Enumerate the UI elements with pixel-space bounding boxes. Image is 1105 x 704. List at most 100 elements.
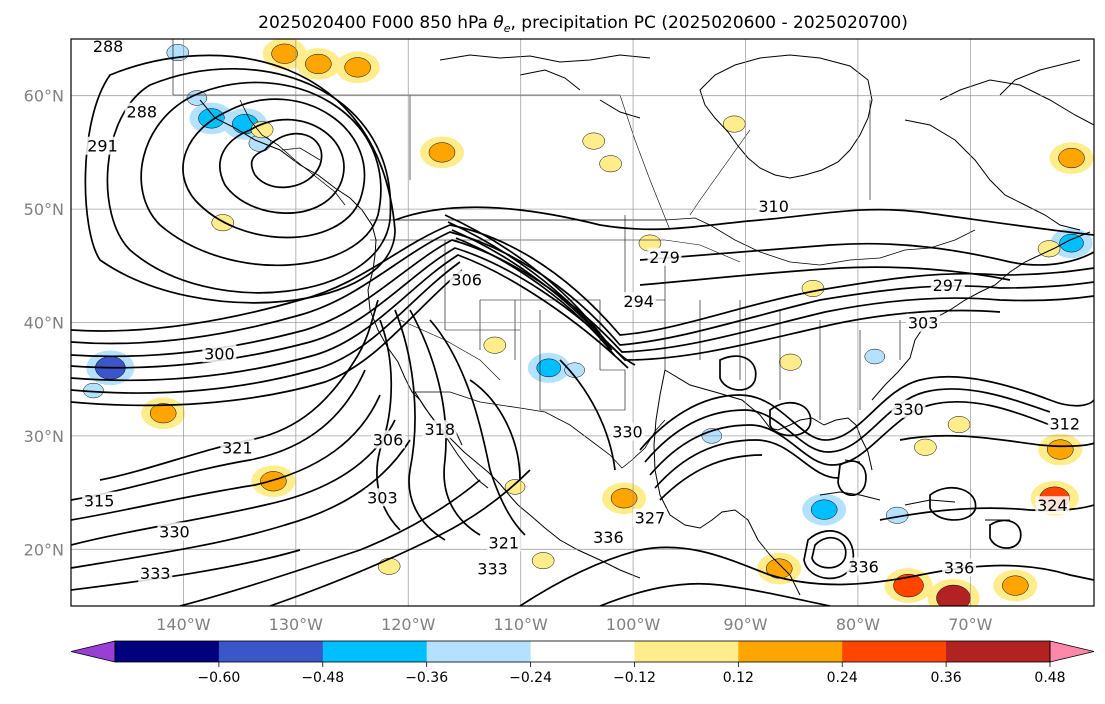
contour-label-18: 336: [944, 559, 975, 578]
contour-label-bg-10: [365, 488, 400, 507]
contour-tropic-band-1: [519, 546, 1094, 606]
contour-label-bg-4: [449, 270, 484, 289]
contour-label-6: 294: [623, 292, 654, 311]
contour-east-cell: [769, 401, 812, 437]
coastline-mexico-west: [517, 504, 641, 579]
contour-label-bg-2: [85, 136, 120, 155]
contour-mexico-2: [394, 309, 446, 541]
contour-mexico-4: [429, 319, 526, 536]
contour-mexico-3: [409, 309, 481, 536]
contour-label-bg-24: [486, 533, 521, 552]
precip-cell-32: [801, 280, 825, 297]
lon-tick-label-3: 110°W: [493, 615, 548, 634]
country-border-us-canada: [370, 217, 976, 266]
colorbar-segment-3: [322, 641, 428, 662]
contour-pacific-ridge-1: [99, 299, 379, 481]
contour-north-3: [639, 266, 1011, 286]
contour-alaska-low-3: [182, 98, 366, 239]
contour-alaska-low-6: [84, 54, 396, 304]
contour-label-2: 291: [87, 137, 118, 156]
contour-pacific-ridge-3: [71, 394, 381, 521]
colorbar-tick-label-1: −0.48: [301, 670, 344, 686]
country-border-us-mexico: [412, 391, 666, 469]
contour-jet-6: [71, 261, 461, 394]
contour-gulf-5: [659, 454, 763, 501]
contour-label-bg-7: [906, 313, 941, 332]
contour-jet-7: [71, 269, 463, 407]
map-title: 2025020400 F000 850 hPa θe, precipitatio…: [258, 13, 908, 35]
contour-label-bg-9: [371, 430, 406, 449]
coastline-hudson-bay: [699, 54, 873, 179]
contour-jet-5: [71, 254, 629, 382]
contour-label-3: 300: [204, 344, 235, 363]
contour-label-0: 288: [93, 37, 124, 56]
contour-label-bg-23: [422, 420, 457, 439]
precip-cell-29: [610, 488, 638, 509]
precip-cell-20: [1058, 148, 1085, 169]
precip-cell-13: [149, 403, 177, 424]
contour-label-26: 310: [758, 197, 789, 216]
lon-tick-label-7: 70°W: [948, 615, 992, 634]
precip-cell-17: [864, 348, 886, 365]
contour-label-bg-14: [591, 527, 626, 546]
precip-cell-25: [936, 584, 971, 606]
contour-label-4: 306: [451, 271, 482, 290]
contour-label-bg-12: [157, 522, 192, 541]
contour-alaska-low-2: [219, 118, 345, 214]
contour-alaska-low-1: [250, 132, 323, 189]
coastline-labrador: [904, 79, 1094, 231]
contour-jet-3: [71, 239, 1094, 358]
contour-label-24: 321: [489, 534, 520, 553]
coastline-alaska-panhandle: [239, 99, 346, 206]
contour-label-9: 306: [373, 430, 404, 449]
colorbar-tick-label-3: −0.24: [509, 670, 552, 686]
precip-cell-42: [504, 479, 526, 495]
contour-label-bg-20: [1047, 414, 1082, 433]
precip-cell-21: [810, 499, 838, 520]
colorbar-segment-9: [946, 641, 1051, 662]
colorbar-tick-label-5: 0.12: [723, 670, 754, 686]
contour-label-bg-5: [647, 247, 682, 266]
lon-tick-label-1: 130°W: [269, 615, 324, 634]
contour-label-5: 279: [649, 248, 680, 267]
contour-label-14: 336: [593, 528, 624, 547]
contour-label-11: 315: [84, 492, 115, 511]
contour-label-7: 303: [908, 314, 939, 333]
contour-tropic-cell-1: [811, 536, 847, 569]
contour-sw-us-1: [469, 379, 521, 481]
contour-label-bg-16: [475, 559, 510, 578]
contour-label-bg-1: [124, 102, 159, 121]
precip-cell-8: [271, 43, 298, 64]
precip-cell-35: [947, 416, 971, 434]
coastline-pacific-northamerica: [199, 99, 519, 506]
contour-gulf-4: [654, 439, 839, 489]
precip-cell-14: [260, 471, 287, 492]
state-borders: [172, 39, 901, 420]
contour-label-22: 330: [612, 422, 643, 441]
contour-label-25: 297: [933, 276, 964, 295]
lat-tick-label-0: 60°N: [24, 87, 64, 106]
contour-rockies-1: [444, 214, 636, 366]
colorbar-segment-2: [218, 641, 324, 662]
contour-sw-us-2: [559, 359, 616, 471]
contour-label-8: 321: [222, 438, 253, 457]
lat-tick-label-3: 30°N: [24, 427, 64, 446]
colorbar-segment-4: [426, 641, 532, 662]
contour-atlantic-1: [899, 434, 1094, 448]
contour-label-20: 312: [1049, 415, 1080, 434]
lat-tick-label-1: 50°N: [24, 200, 64, 219]
contour-label-bg-18: [942, 558, 977, 577]
colorbar: −0.60 −0.48 −0.36 −0.24 −0.12 0.12 0.24 0.36 0.4…: [70, 640, 1095, 686]
colorbar-tick-label-2: −0.36: [405, 670, 448, 686]
colorbar-tick-label-6: 0.24: [827, 670, 858, 686]
lon-tick-label-5: 90°W: [723, 615, 767, 634]
precip-cell-10: [428, 142, 456, 163]
lat-tick-label-2: 40°N: [24, 314, 64, 333]
precip-cell-39: [582, 132, 605, 150]
contour-tropic-cell-5: [989, 519, 1022, 549]
contour-tropic-band-2: [599, 582, 831, 606]
contour-gulf-3: [649, 400, 1051, 476]
precipitation-pc-shading: [83, 39, 1094, 606]
colorbar-tick-label-8: 0.48: [1034, 670, 1065, 686]
precip-cell-9: [344, 57, 371, 78]
